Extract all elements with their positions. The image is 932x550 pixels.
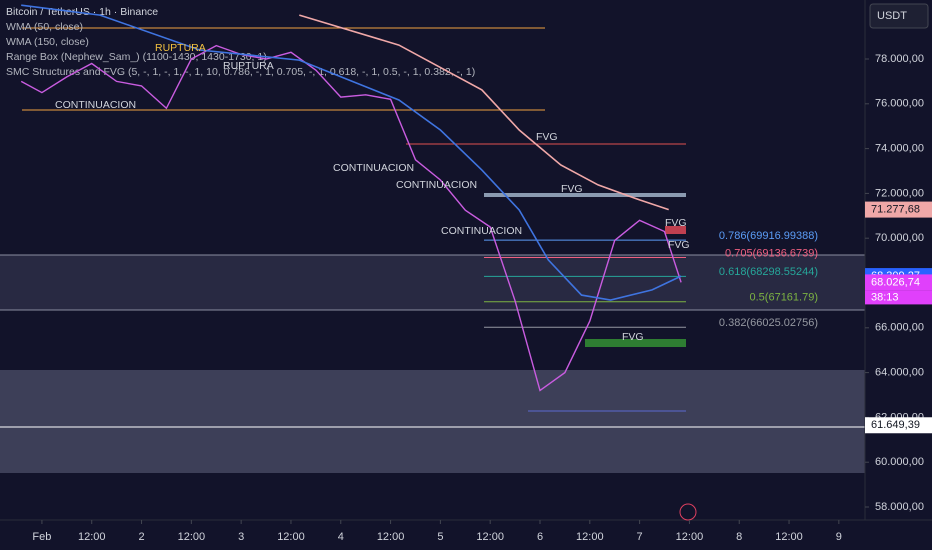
price-label-bg xyxy=(865,274,932,291)
x-tick-label: 6 xyxy=(537,531,543,543)
x-tick-label: 12:00 xyxy=(277,531,305,543)
price-label-bg xyxy=(865,201,932,218)
zones xyxy=(0,27,865,473)
y-tick-label: 64.000,00 xyxy=(875,367,924,379)
countdown: 38:13 xyxy=(871,291,899,303)
y-tick-label: 70.000,00 xyxy=(875,232,924,244)
x-tick-label: 12:00 xyxy=(476,531,504,543)
x-tick-label: 12:00 xyxy=(377,531,405,543)
x-tick-label: 9 xyxy=(836,531,842,543)
y-tick-label: 60.000,00 xyxy=(875,456,924,468)
fib-label: 0.618(68298.55244) xyxy=(719,266,818,278)
fvg-box xyxy=(665,226,686,234)
range-box xyxy=(0,255,865,310)
fib-label: 0.786(69916.99388) xyxy=(719,230,818,242)
price-label-bg xyxy=(865,417,932,434)
y-tick-label: 78.000,00 xyxy=(875,53,924,65)
price-label: 68.026,74 xyxy=(871,276,920,288)
annotation: FVG xyxy=(668,239,690,251)
symbol-title: Bitcoin / TetherUS · 1h · Binance xyxy=(6,6,158,18)
y-tick-label: 72.000,00 xyxy=(875,187,924,199)
x-tick-label: 4 xyxy=(338,531,344,543)
annotation: CONTINUACION xyxy=(441,225,522,237)
annotation: FVG xyxy=(622,331,644,343)
x-tick-label: 12:00 xyxy=(78,531,106,543)
x-tick-label: 12:00 xyxy=(775,531,803,543)
fib-label: 0.705(69136.6739) xyxy=(725,247,818,259)
price-line xyxy=(20,44,682,392)
annotation: RUPTURA xyxy=(223,60,274,72)
moving-average xyxy=(21,4,682,301)
y-tick-label: 74.000,00 xyxy=(875,143,924,155)
fib-label: 0.382(66025.02756) xyxy=(719,317,818,329)
currency[interactable]: USDT xyxy=(877,10,907,22)
annotation: FVG xyxy=(536,131,558,143)
annotation: FVG xyxy=(561,183,583,195)
x-tick-label: 12:00 xyxy=(576,531,604,543)
y-tick-label: 66.000,00 xyxy=(875,322,924,334)
annotation: CONTINUACION xyxy=(333,162,414,174)
x-tick-label: 5 xyxy=(437,531,443,543)
moving-average xyxy=(299,14,669,211)
fvg-box xyxy=(484,193,686,197)
price-label: 71.277,68 xyxy=(871,203,920,215)
annotation: CONTINUACION xyxy=(396,179,477,191)
x-tick-label: Feb xyxy=(32,531,51,543)
annotation: CONTINUACION xyxy=(55,99,136,111)
countdown-bg xyxy=(865,290,932,305)
event-icon[interactable] xyxy=(679,503,697,521)
indicator-legend: SMC Structures and FVG (5, -, 1, -, 1, -… xyxy=(6,66,475,78)
x-tick-label: 3 xyxy=(238,531,244,543)
x-tick-label: 8 xyxy=(736,531,742,543)
x-tick-label: 7 xyxy=(637,531,643,543)
annotation: RUPTURA xyxy=(155,42,206,54)
currency-button[interactable] xyxy=(869,3,929,29)
x-tick-label: 12:00 xyxy=(676,531,704,543)
y-tick-label: 58.000,00 xyxy=(875,501,924,513)
indicator-legend: WMA (150, close) xyxy=(6,36,89,48)
annotation: FVG xyxy=(665,217,687,229)
x-tick-label: 2 xyxy=(138,531,144,543)
range-box xyxy=(0,370,865,473)
fvg-box xyxy=(585,339,686,347)
indicator-legend: WMA (50, close) xyxy=(6,21,83,33)
x-tick-label: 12:00 xyxy=(178,531,206,543)
price-label: 61.649,39 xyxy=(871,419,920,431)
y-tick-label: 76.000,00 xyxy=(875,98,924,110)
fib-label: 0.5(67161.79) xyxy=(750,292,819,304)
